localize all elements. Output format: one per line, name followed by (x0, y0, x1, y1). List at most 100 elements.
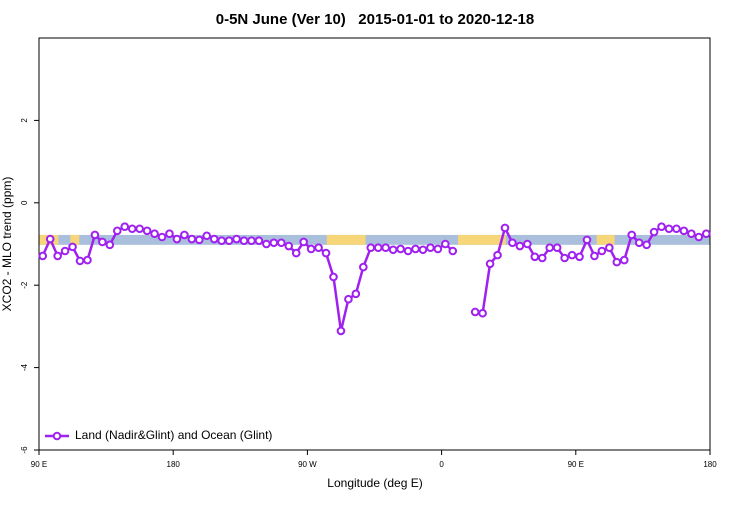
data-point (590, 251, 599, 261)
data-point (172, 234, 182, 244)
x-tick-label: 0 (439, 460, 444, 469)
x-tick-label: 90 E (568, 460, 584, 469)
data-point (127, 224, 137, 234)
y-tick-label: 0 (20, 200, 29, 205)
data-point (165, 229, 174, 238)
data-point (627, 230, 637, 240)
data-point (664, 224, 674, 234)
data-point (500, 223, 510, 233)
surface-band (596, 234, 615, 245)
data-point (224, 236, 234, 246)
data-point (53, 251, 62, 261)
data-point (523, 239, 532, 249)
data-point (634, 238, 644, 248)
data-point (470, 307, 480, 317)
data-point (582, 235, 592, 245)
data-point (642, 240, 651, 250)
data-point (575, 252, 584, 262)
data-point (269, 238, 279, 248)
data-point (45, 234, 55, 244)
data-point (98, 237, 107, 247)
data-point (657, 222, 666, 231)
data-point (277, 238, 286, 248)
x-tick-label: 90 E (31, 460, 47, 469)
data-point (321, 248, 331, 258)
data-point (687, 229, 696, 238)
data-point (441, 239, 450, 249)
data-point (373, 243, 383, 253)
data-point (530, 252, 540, 262)
data-point (619, 255, 629, 265)
data-point (202, 231, 212, 241)
data-point (60, 246, 70, 256)
legend-marker (52, 431, 62, 441)
data-point (217, 236, 226, 246)
data-point (291, 248, 301, 258)
data-point (105, 240, 115, 250)
data-point (135, 224, 144, 234)
data-point (336, 326, 346, 336)
data-point (329, 272, 338, 282)
data-point (694, 232, 704, 242)
x-tick-label: 180 (703, 460, 717, 469)
data-point (284, 241, 294, 251)
data-point (142, 226, 152, 236)
x-tick-label: 180 (167, 460, 181, 469)
data-point (180, 230, 189, 240)
data-point (403, 246, 413, 256)
surface-band (326, 234, 366, 245)
data-point (411, 244, 420, 254)
data-point (75, 256, 85, 266)
data-point (83, 255, 92, 265)
data-point (672, 224, 681, 234)
data-point (515, 241, 525, 251)
data-point (306, 244, 316, 254)
data-point (90, 230, 100, 240)
data-point (344, 294, 353, 304)
data-point (194, 235, 204, 245)
data-point (545, 243, 555, 253)
data-point (150, 229, 159, 238)
data-point (239, 236, 249, 246)
plot-frame (38, 37, 711, 451)
x-tick-label: 90 W (298, 460, 317, 469)
data-point (485, 259, 495, 269)
data-point (560, 253, 569, 263)
y-axis-label: XCO2 - MLO trend (ppm) (0, 177, 14, 312)
data-point (112, 226, 122, 236)
data-point (448, 246, 458, 256)
data-point (232, 234, 241, 244)
data-point (612, 257, 622, 267)
data-point (314, 243, 323, 253)
data-point (247, 236, 256, 246)
data-point (262, 239, 271, 249)
y-tick-label: -2 (20, 281, 29, 289)
data-point (366, 243, 376, 253)
data-point (537, 253, 547, 263)
chart-title: 0-5N June (Ver 10) 2015-01-01 to 2020-12… (216, 11, 535, 28)
data-point (157, 232, 167, 242)
data-point (567, 250, 577, 260)
data-point (418, 245, 428, 255)
y-tick-label: -4 (20, 363, 29, 371)
surface-band (458, 234, 506, 245)
data-point (493, 250, 502, 260)
data-point (433, 244, 443, 254)
surface-band (39, 234, 710, 245)
data-point (396, 244, 405, 254)
data-point (508, 238, 517, 248)
data-point (68, 242, 77, 252)
data-point (299, 237, 308, 247)
data-point (359, 262, 368, 272)
data-point (552, 243, 562, 253)
data-point (679, 226, 689, 236)
data-point (351, 289, 361, 299)
data-point (388, 245, 398, 255)
data-point (120, 222, 130, 231)
data-point (478, 308, 487, 318)
data-point (381, 243, 390, 253)
data-point (187, 234, 197, 244)
data-point (649, 227, 659, 237)
data-point (209, 234, 219, 244)
